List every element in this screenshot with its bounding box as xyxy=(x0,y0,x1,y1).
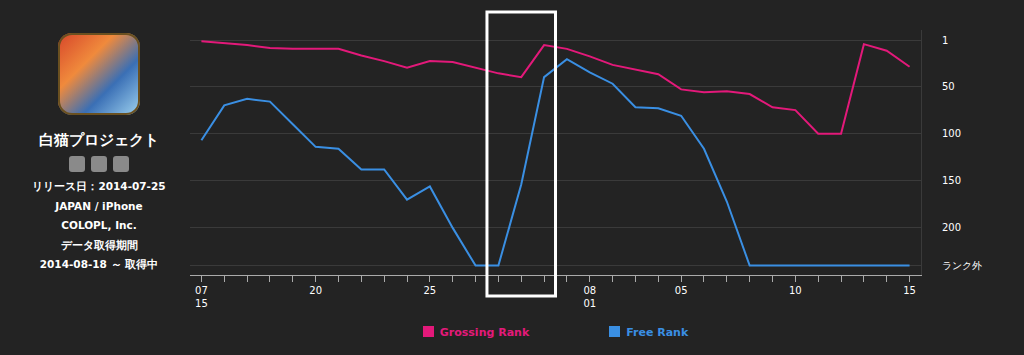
html-text:白猫プロジェクト: 白猫プロジェクト xyxy=(39,131,159,149)
svg-text:0715: 0715 xyxy=(195,285,208,309)
svg-text:10: 10 xyxy=(789,285,802,296)
svg-text:1: 1 xyxy=(942,35,948,46)
html-text:COLOPL, Inc.: COLOPL, Inc. xyxy=(61,219,137,232)
svg-text:0801: 0801 xyxy=(583,285,596,309)
svg-text:100: 100 xyxy=(942,128,961,139)
html-text:データ取得期間: データ取得期間 xyxy=(60,238,138,251)
html-text:2014-08-18 ～ 取得中: 2014-08-18 ～ 取得中 xyxy=(39,258,159,271)
html-text:Grossing Rank: Grossing Rank xyxy=(439,326,530,339)
svg-text:200: 200 xyxy=(942,222,961,233)
svg-text:20: 20 xyxy=(309,285,322,296)
svg-text:50: 50 xyxy=(942,81,955,92)
svg-text:ランク外: ランク外 xyxy=(942,260,982,271)
html-text:Free Rank: Free Rank xyxy=(626,326,689,339)
html-text:JAPAN / iPhone: JAPAN / iPhone xyxy=(55,199,143,212)
svg-text:25: 25 xyxy=(423,285,436,296)
svg-text:15: 15 xyxy=(903,285,916,296)
svg-text:150: 150 xyxy=(942,175,961,186)
svg-text:05: 05 xyxy=(675,285,688,296)
html-text:リリース日：2014-07-25: リリース日：2014-07-25 xyxy=(32,180,166,192)
